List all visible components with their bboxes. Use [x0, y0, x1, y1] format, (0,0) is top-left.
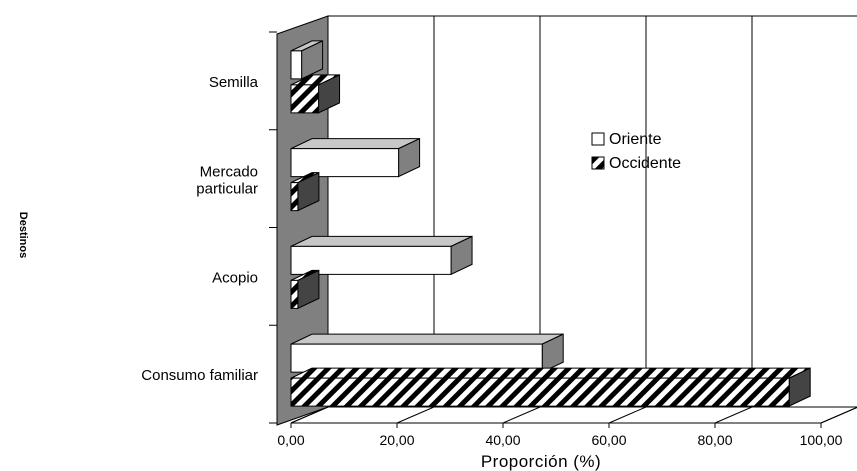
- legend-label-oriente: Oriente: [609, 131, 662, 148]
- x-tick-label: 0,00: [277, 432, 304, 448]
- bar-occidente: [290, 84, 320, 114]
- floor: [290, 406, 857, 424]
- bar-top-face: [290, 235, 473, 247]
- bar-occidente: [290, 182, 299, 212]
- bar-oriente: [290, 148, 400, 178]
- bar-occidente: [290, 377, 790, 407]
- category-label: Mercado particular: [196, 164, 258, 198]
- side-wall: [276, 15, 329, 426]
- x-tick-label: 20,00: [379, 432, 414, 448]
- y-axis-title: Destinos: [17, 212, 29, 258]
- x-tick-label: 100,00: [800, 432, 843, 448]
- floor-gridline: [396, 406, 435, 424]
- bar-top-face: [290, 138, 420, 150]
- bar-oriente: [290, 245, 452, 275]
- bar-top-face: [290, 333, 564, 345]
- legend: Oriente Occidente: [591, 131, 681, 172]
- x-tick-label: 40,00: [485, 432, 520, 448]
- bar-occidente: [290, 279, 299, 309]
- x-tick-label: 60,00: [591, 432, 626, 448]
- x-axis-title: Proporción (%): [481, 452, 601, 471]
- category-label: Acopio: [212, 269, 258, 286]
- legend-swatch-occidente: [591, 156, 605, 170]
- legend-label-occidente: Occidente: [609, 155, 681, 172]
- floor-gridline: [502, 406, 541, 424]
- category-label: Consumo familiar: [141, 367, 258, 384]
- x-tick-label: 80,00: [697, 432, 732, 448]
- bar-oriente: [290, 50, 303, 80]
- legend-swatch-oriente: [591, 132, 605, 146]
- floor-gridline: [714, 406, 753, 424]
- floor-gridline: [608, 406, 647, 424]
- bar-top-face: [290, 367, 811, 379]
- category-label: Semilla: [209, 74, 259, 91]
